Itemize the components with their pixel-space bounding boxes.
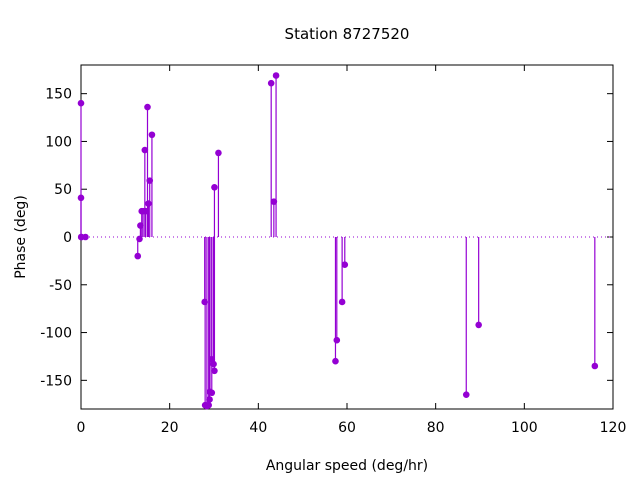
data-point [205, 401, 212, 409]
data-point [148, 131, 156, 139]
data-point [338, 298, 346, 306]
data-point [267, 79, 275, 87]
impulse-lines [80, 75, 596, 407]
data-points [77, 72, 599, 410]
data-point [137, 222, 144, 229]
data-point [341, 261, 349, 269]
data-point [144, 103, 151, 111]
y-tick-label: -50 [49, 278, 72, 294]
data-point [270, 198, 278, 205]
y-tick-label: 100 [45, 134, 72, 150]
data-point [215, 149, 222, 157]
data-point [462, 391, 470, 398]
y-tick-label: 0 [63, 230, 72, 246]
data-point [82, 233, 89, 241]
y-axis-label: Phase (deg) [13, 195, 29, 279]
y-tick-label: -150 [40, 373, 72, 389]
chart-title: Station 8727520 [285, 25, 410, 43]
x-axis-label: Angular speed (deg/hr) [266, 458, 428, 474]
x-tick-label: 100 [511, 420, 538, 436]
data-point [134, 252, 142, 260]
data-point [272, 72, 280, 79]
data-point [142, 207, 150, 215]
data-point [211, 184, 218, 191]
data-point [145, 200, 152, 207]
tick-labels: 0 20 40 60 80 100 120 -150 -100 -50 0 50 100 150 [40, 87, 626, 436]
x-tick-label: 120 [600, 420, 627, 436]
data-point [77, 99, 85, 107]
data-point [475, 321, 482, 329]
y-tick-label: 150 [45, 87, 72, 103]
data-point [141, 146, 149, 154]
data-point [208, 389, 216, 397]
x-tick-label: 0 [77, 420, 86, 436]
y-tick-label: 50 [54, 182, 72, 198]
x-tick-label: 60 [338, 420, 356, 436]
x-tick-label: 40 [249, 420, 267, 436]
data-point [201, 298, 208, 306]
x-tick-label: 80 [427, 420, 445, 436]
data-point [210, 360, 217, 368]
x-tick-label: 20 [161, 420, 179, 436]
data-point [136, 235, 143, 243]
data-point [591, 362, 599, 370]
data-point [77, 194, 85, 202]
data-point [332, 357, 339, 365]
data-point [206, 396, 213, 403]
data-point [211, 367, 218, 375]
data-point [333, 336, 341, 344]
data-point [146, 177, 154, 184]
y-tick-label: -100 [40, 326, 72, 342]
